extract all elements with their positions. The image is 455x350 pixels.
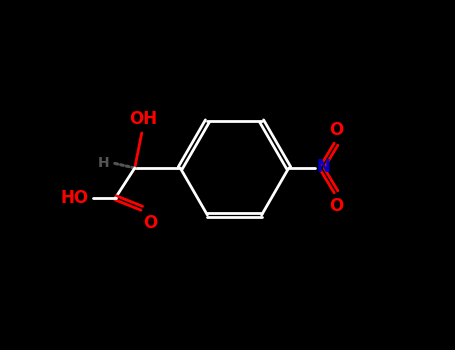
Text: N: N <box>317 158 331 176</box>
Text: HO: HO <box>60 189 88 207</box>
Text: H: H <box>97 156 109 170</box>
Text: O: O <box>329 121 343 139</box>
Text: O: O <box>329 197 343 215</box>
Text: OH: OH <box>129 110 157 128</box>
Text: O: O <box>143 214 158 231</box>
